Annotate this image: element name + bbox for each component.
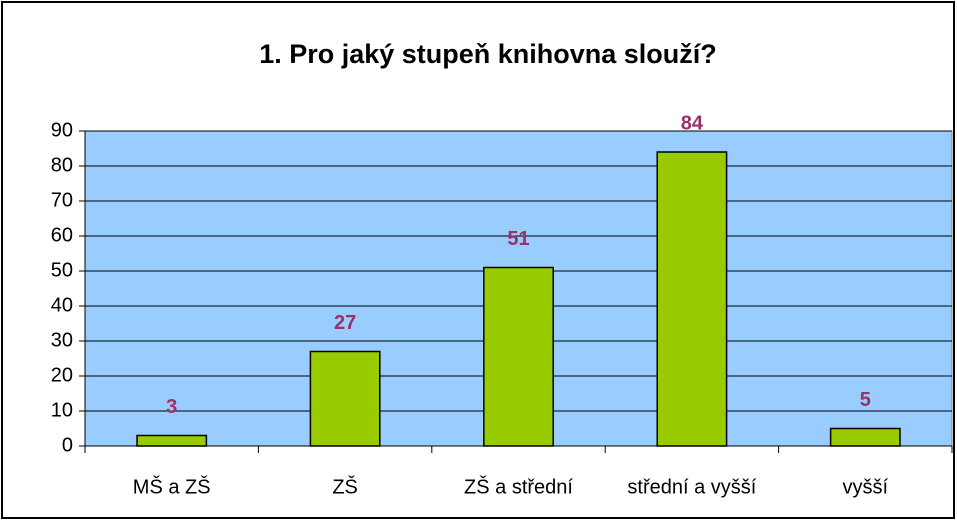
x-tick-label: ZŠ — [332, 475, 358, 498]
bar — [829, 427, 901, 447]
y-tick-label: 50 — [51, 259, 73, 281]
x-tick-label: MŠ a ZŠ — [133, 475, 211, 498]
y-tick-label: 40 — [51, 294, 73, 316]
x-tick-label: střední a vyšší — [627, 476, 756, 498]
y-tick-label: 90 — [51, 119, 73, 141]
y-tick-label: 10 — [51, 399, 73, 421]
y-tick-label: 80 — [51, 154, 73, 176]
value-label: 84 — [681, 112, 704, 134]
y-tick-label: 70 — [51, 189, 73, 211]
y-tick-label: 0 — [62, 434, 73, 456]
y-tick-label: 30 — [51, 329, 73, 351]
x-tick-label: ZŠ a střední — [464, 475, 573, 498]
bar — [136, 434, 208, 447]
chart-title: 1. Pro jaký stupeň knihovna slouží? — [259, 39, 717, 69]
value-label: 51 — [507, 228, 529, 250]
value-label: 3 — [166, 396, 177, 418]
y-tick-label: 60 — [51, 224, 73, 246]
y-tick-label: 20 — [51, 364, 73, 386]
x-tick-label: vyšší — [843, 476, 889, 498]
bar — [309, 350, 381, 447]
value-label: 27 — [334, 312, 356, 334]
bar — [483, 266, 554, 447]
value-label: 5 — [860, 389, 871, 411]
bar — [656, 151, 728, 447]
